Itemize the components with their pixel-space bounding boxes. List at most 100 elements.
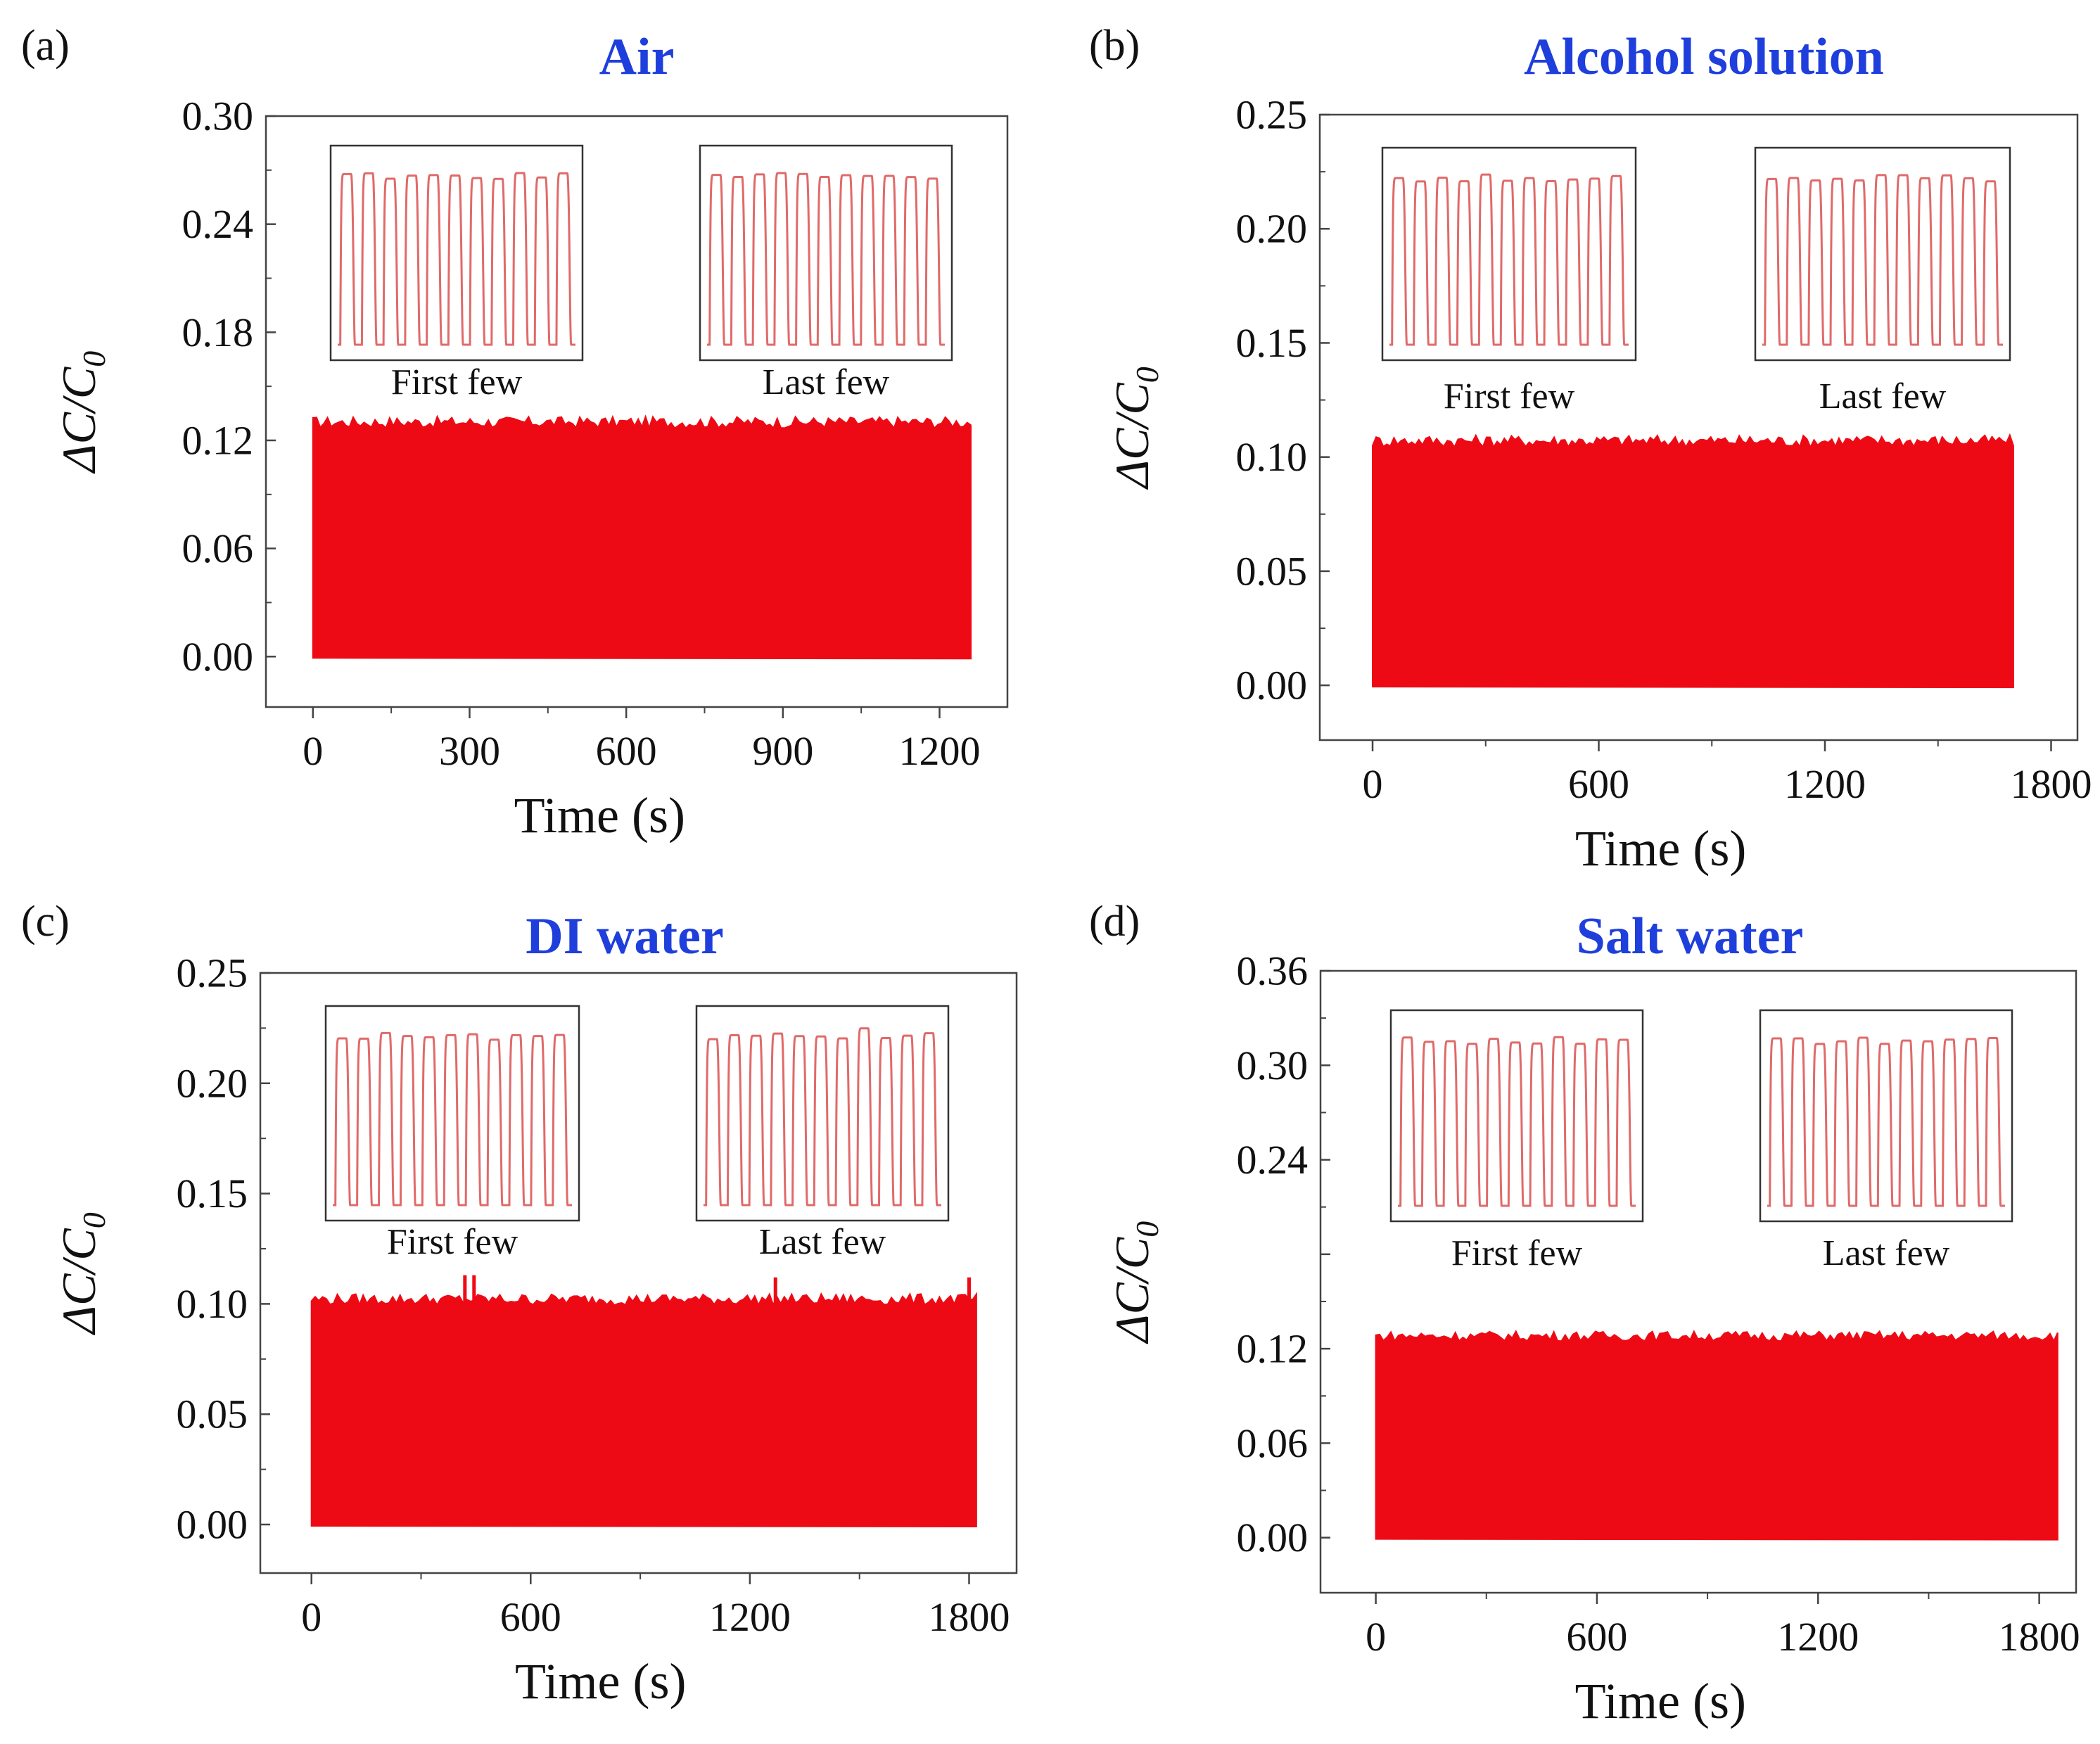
y-axis-label: ΔC/C0 (1105, 367, 1165, 490)
inset-frame (329, 144, 584, 362)
chart-panel-d: (d) Salt water 0.00 0.06 0.12 0.24 0.30 0.36 0 60… (1089, 898, 2080, 1729)
x-tick-label: 900 (752, 728, 813, 774)
inset-label-last-few: Last few (1819, 376, 1947, 416)
y-tick-label: 0.15 (1236, 320, 1308, 366)
y-tick-label: 0.24 (182, 201, 254, 247)
inset-label-last-few: Last few (759, 1222, 886, 1262)
inset-label-last-few: Last few (1823, 1233, 1950, 1273)
inset-signal-line (1767, 1036, 2005, 1207)
inset-signal-line (1389, 173, 1629, 346)
y-axis-label-subscript: 0 (1129, 1221, 1165, 1237)
inset-label-first-few: First few (391, 362, 523, 402)
x-tick-label: 1200 (709, 1594, 791, 1640)
inset-signal-line (1762, 174, 2003, 346)
chart-title: DI water (526, 908, 724, 965)
y-tick-label: 0.00 (1236, 663, 1308, 708)
y-tick-label: 0.10 (1236, 434, 1308, 480)
y-axis-label: ΔC/C0 (1105, 1221, 1165, 1345)
signal-band (312, 414, 972, 660)
y-axis-label: ΔC/C0 (52, 351, 112, 475)
inset-signal-line (333, 1031, 572, 1207)
y-axis-label-text: ΔC/C (1105, 1237, 1159, 1344)
inset-frame (1389, 1009, 1644, 1223)
y-tick-label: 0.30 (1237, 1043, 1309, 1088)
panel-label: (c) (21, 898, 70, 946)
signal-band (1371, 433, 2014, 689)
plot-frame (1318, 113, 2079, 741)
y-axis-label: ΔC/C0 (52, 1212, 112, 1336)
plot-frame (259, 972, 1018, 1574)
y-axis-label-subscript: 0 (76, 351, 112, 367)
x-tick-label: 1800 (2010, 761, 2092, 807)
inset-label-first-few: First few (387, 1222, 518, 1262)
y-axis-label-text: ΔC/C (52, 367, 106, 474)
y-tick-label: 0.00 (182, 634, 254, 680)
y-tick-label: 0.10 (177, 1281, 248, 1327)
panel-label: (b) (1089, 22, 1140, 70)
inset-frame (695, 1005, 950, 1222)
y-tick-label: 0.30 (182, 94, 254, 139)
x-tick-label: 1200 (1777, 1614, 1859, 1660)
y-tick-label: 0.06 (182, 526, 254, 571)
plot-frame (1319, 969, 2077, 1594)
y-axis-label-text: ΔC/C (52, 1228, 106, 1336)
y-axis-label-text: ΔC/C (1105, 383, 1159, 490)
inset-frame (699, 144, 953, 362)
y-tick-label: 0.00 (1237, 1515, 1309, 1560)
x-tick-label: 1800 (1999, 1614, 2080, 1660)
y-tick-label: 0.12 (182, 417, 254, 463)
inset-signal-line (707, 172, 945, 346)
signal-band (1375, 1330, 2058, 1541)
inset-signal-line (1398, 1036, 1636, 1207)
chart-panel-c: (c) DI water 0.00 0.05 0.10 0.15 0.20 0.25 0 600 1… (21, 898, 1018, 1710)
inset-frame (1381, 146, 1637, 362)
panel-label: (d) (1089, 898, 1140, 946)
x-tick-label: 600 (596, 728, 657, 774)
y-tick-label: 0.20 (1236, 206, 1308, 252)
inset-label-first-few: First few (1444, 376, 1575, 416)
inset-label-last-few: Last few (763, 362, 890, 402)
x-tick-label: 600 (1566, 1614, 1627, 1660)
chart-title: Air (599, 28, 675, 86)
chart-title: Alcohol solution (1524, 28, 1884, 86)
signal-band (310, 1292, 977, 1528)
y-tick-label: 0.18 (182, 310, 254, 355)
x-tick-label: 0 (303, 728, 323, 774)
y-tick-label: 0.15 (177, 1171, 248, 1216)
y-tick-label: 0.06 (1237, 1420, 1309, 1466)
y-tick-label: 0.05 (177, 1392, 248, 1437)
y-axis-label-subscript: 0 (1129, 367, 1165, 383)
inset-label-first-few: First few (1451, 1233, 1583, 1273)
x-tick-label: 600 (500, 1594, 561, 1640)
y-tick-label: 0.36 (1237, 948, 1309, 994)
inset-signal-line (704, 1027, 941, 1207)
x-axis-label: Time (s) (514, 787, 685, 844)
x-tick-label: 1200 (899, 728, 981, 774)
x-tick-label: 0 (301, 1594, 322, 1640)
chart-panel-a: (a) Air 0.00 0.06 0.12 0.18 0.24 0.30 0 300 600 900… (21, 22, 1009, 844)
chart-panel-b: (b) Alcohol solution 0.00 0.05 0.10 0.15 0.20 0… (1089, 22, 2092, 877)
inset-frame (1759, 1009, 2013, 1223)
y-tick-label: 0.05 (1236, 548, 1308, 594)
y-tick-label: 0.20 (177, 1060, 248, 1106)
chart-title: Salt water (1577, 908, 1804, 965)
x-tick-label: 0 (1366, 1614, 1386, 1660)
y-tick-label: 0.00 (177, 1502, 248, 1548)
y-tick-label: 0.25 (1236, 92, 1308, 138)
x-axis-label: Time (s) (1575, 1673, 1746, 1729)
x-tick-label: 1200 (1784, 761, 1866, 807)
x-tick-label: 300 (439, 728, 500, 774)
y-tick-label: 0.25 (177, 950, 248, 996)
x-tick-label: 0 (1363, 761, 1383, 807)
x-axis-label: Time (s) (515, 1653, 686, 1710)
inset-frame (1754, 146, 2011, 362)
y-tick-label: 0.12 (1237, 1326, 1309, 1372)
x-tick-label: 600 (1568, 761, 1629, 807)
panel-label: (a) (21, 22, 70, 70)
y-axis-label-subscript: 0 (76, 1212, 112, 1228)
y-tick-label: 0.24 (1237, 1137, 1309, 1183)
inset-signal-line (338, 172, 575, 346)
x-axis-label: Time (s) (1575, 820, 1746, 877)
x-tick-label: 1800 (928, 1594, 1010, 1640)
